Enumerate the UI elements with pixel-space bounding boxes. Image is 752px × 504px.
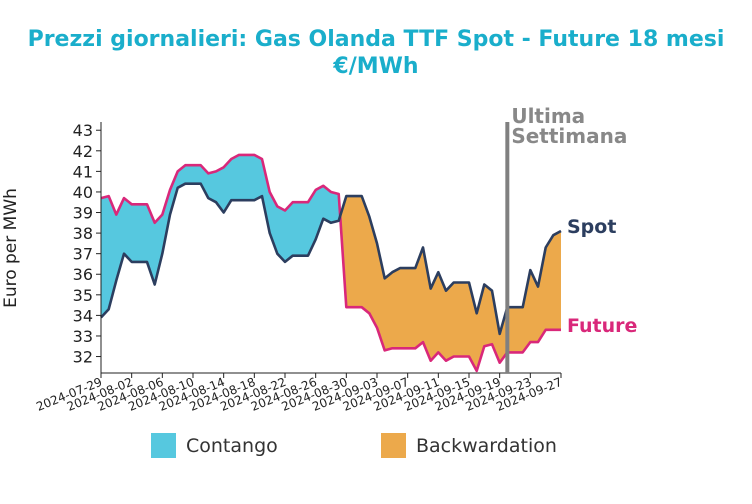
y-axis-label: Euro per MWh <box>1 188 21 308</box>
area-contango-0 <box>101 154 341 318</box>
y-tick-label: 35 <box>73 286 93 305</box>
y-tick-label: 34 <box>73 306 93 325</box>
y-tick-label: 42 <box>73 142 93 161</box>
annotation-ultima-settimana: Ultima Settimana <box>505 104 627 373</box>
series-label-future: Future <box>567 315 637 337</box>
axes <box>100 122 561 374</box>
series-label-spot: Spot <box>567 216 616 238</box>
y-tick-label: 33 <box>73 327 93 346</box>
y-tick-label: 40 <box>73 183 93 202</box>
annotation-text-line1: Ultima <box>511 104 585 128</box>
y-tick-label: 32 <box>73 348 93 367</box>
legend-swatch-contango <box>151 433 176 458</box>
y-tick-label: 36 <box>73 265 93 284</box>
legend: Contango Backwardation <box>151 433 557 458</box>
series-line-spot <box>100 182 562 336</box>
y-tick-label: 38 <box>73 224 93 243</box>
y-tick-label: 43 <box>73 121 93 140</box>
legend-label-contango: Contango <box>186 435 278 457</box>
chart-title: Prezzi giornalieri: Gas Olanda TTF Spot … <box>28 27 725 52</box>
y-tick-label: 37 <box>73 245 93 264</box>
y-tick-label: 41 <box>73 162 93 181</box>
y-tick-label: 39 <box>73 204 93 223</box>
series-line-future <box>100 153 561 373</box>
legend-swatch-backwardation <box>381 433 406 458</box>
series-lines <box>100 153 562 373</box>
annotation-text-line2: Settimana <box>511 124 627 148</box>
x-ticks: 2024-07-292024-08-022024-08-062024-08-10… <box>34 373 564 414</box>
chart-subtitle: €/MWh <box>332 54 418 79</box>
legend-label-backwardation: Backwardation <box>416 435 557 457</box>
